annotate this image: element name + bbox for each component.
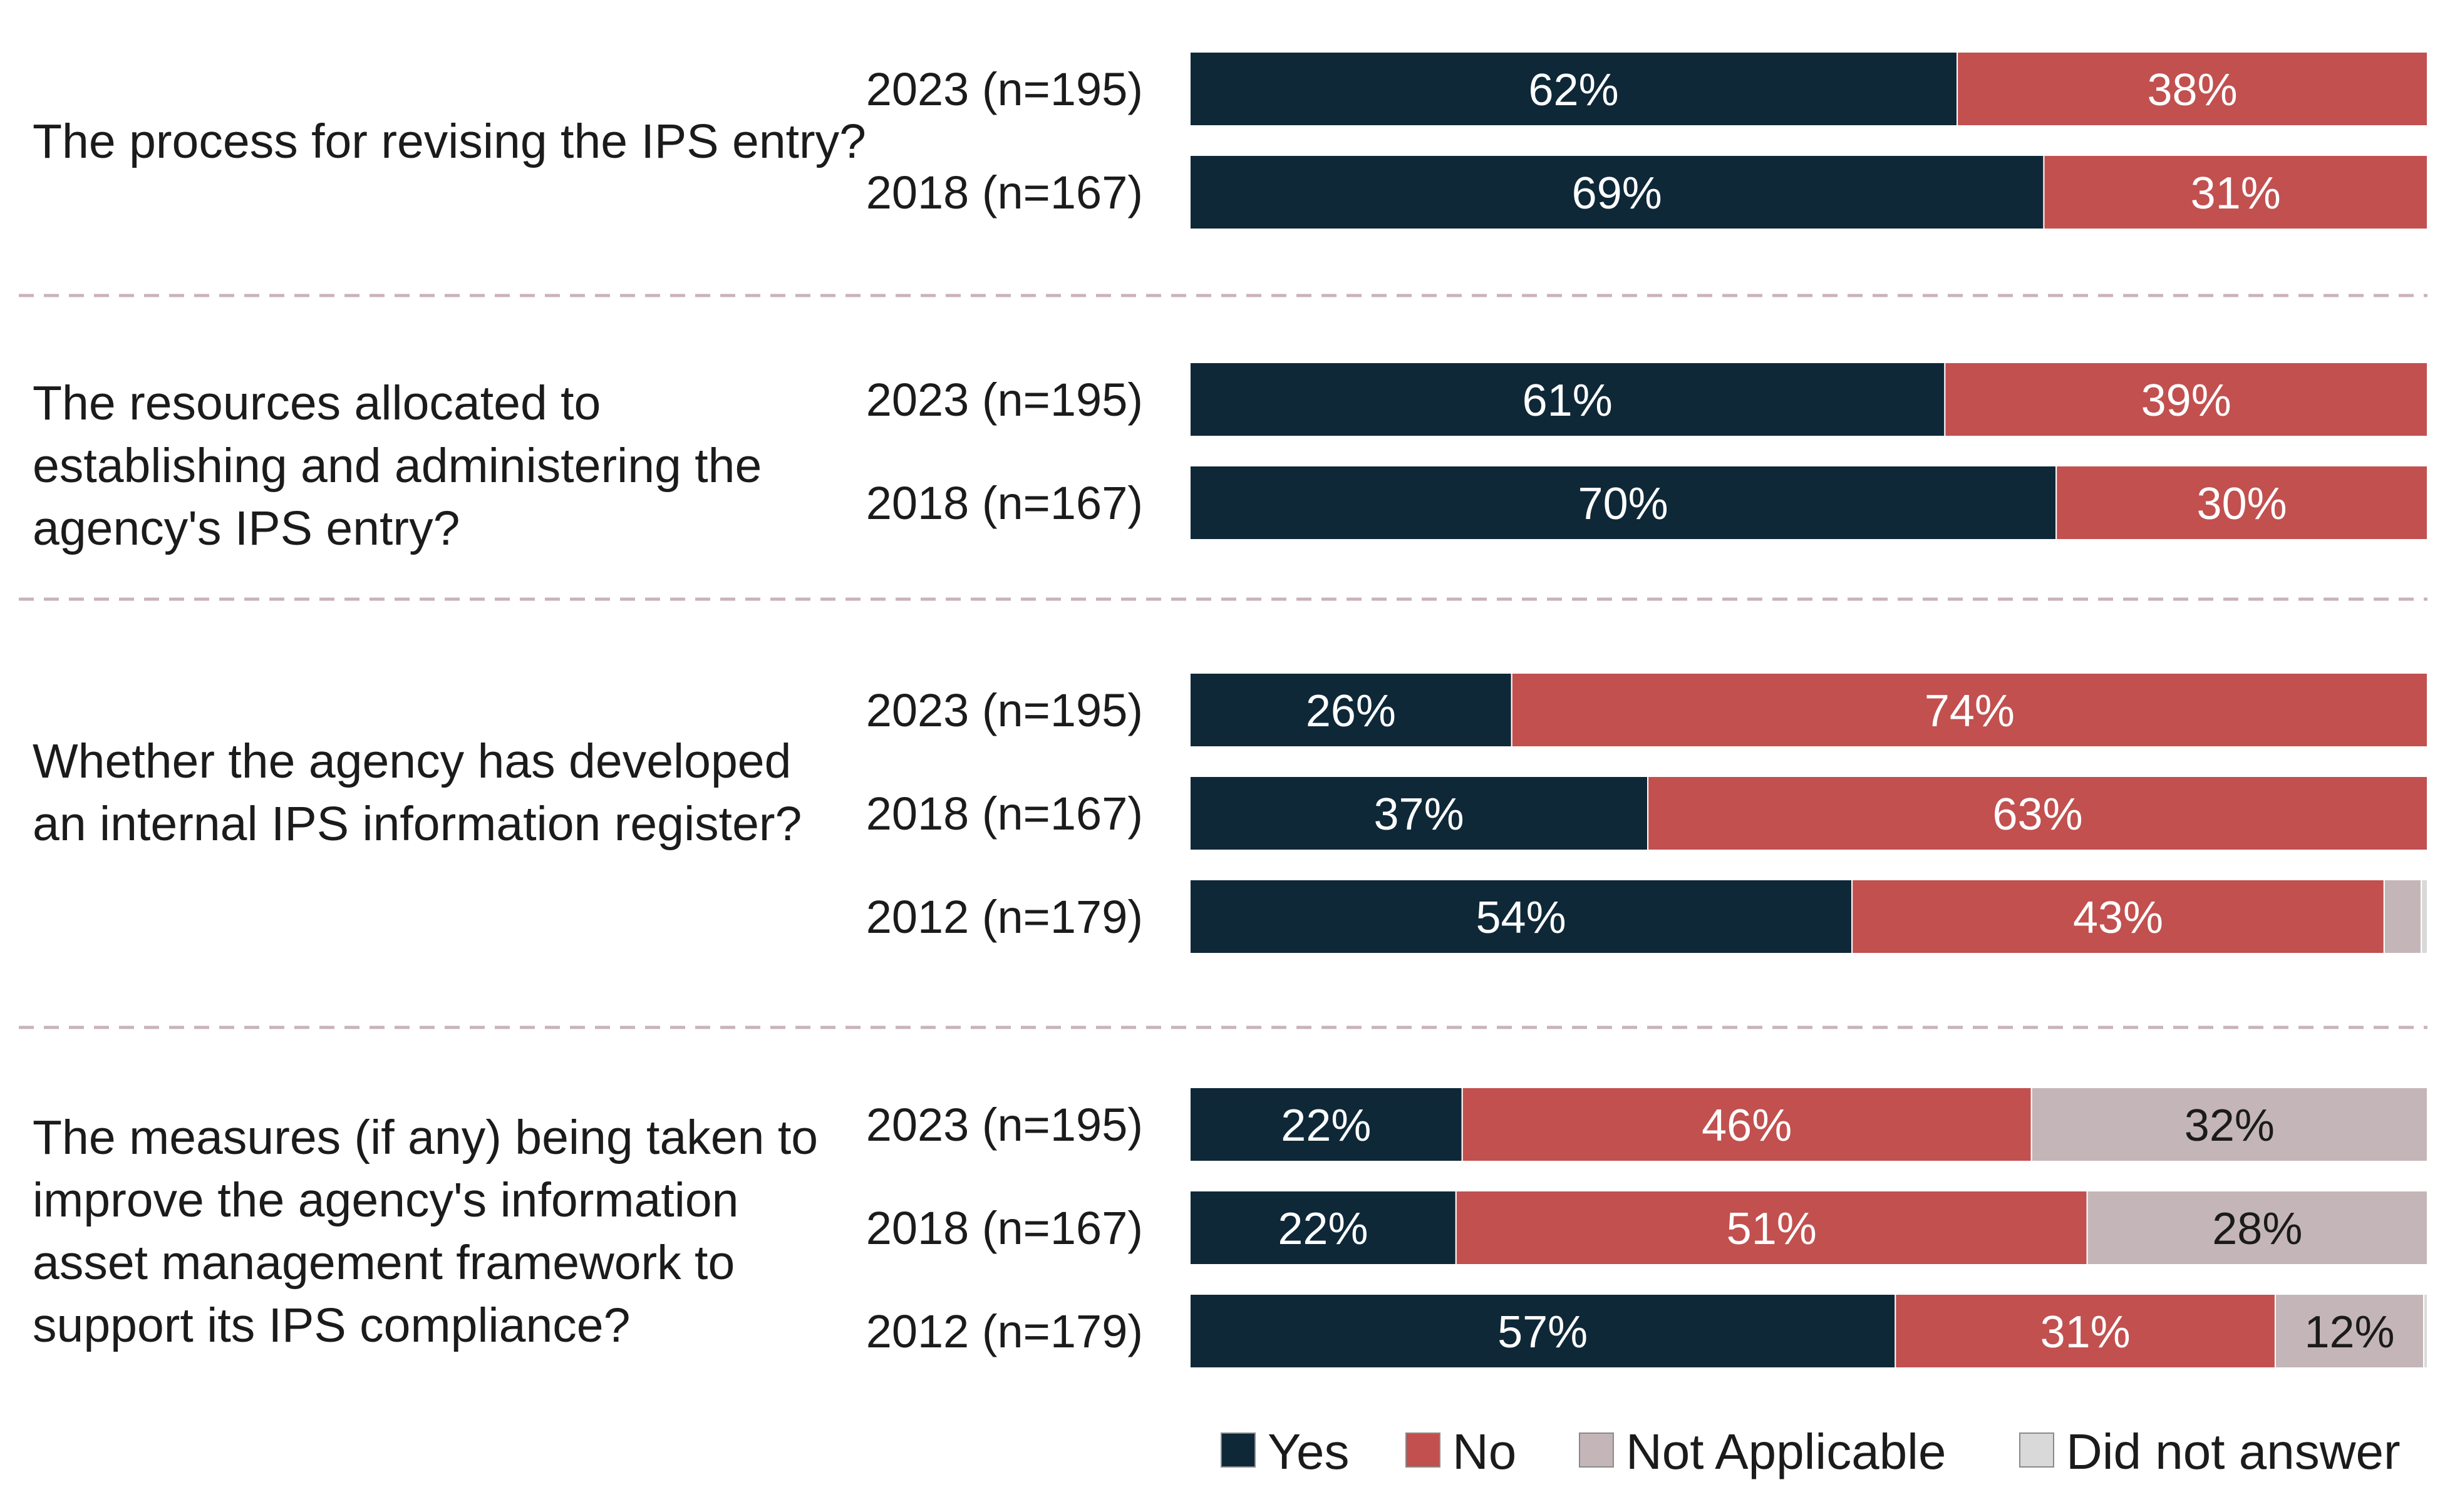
bar-segment-did-not-answer bbox=[2421, 879, 2429, 954]
bar-segment-yes bbox=[1189, 51, 1958, 126]
bar-segment-no bbox=[1957, 51, 2429, 126]
data-label: 26% bbox=[1306, 686, 1396, 736]
bar-segment-no bbox=[1455, 1190, 2088, 1265]
data-label: 62% bbox=[1529, 65, 1619, 115]
row-label: 2012 (n=179) bbox=[866, 1305, 1143, 1357]
question-label-line: Whether the agency has developed bbox=[33, 734, 791, 788]
question-label-line: The measures (if any) being taken to bbox=[33, 1111, 818, 1165]
question-label-line: agency's IPS entry? bbox=[33, 501, 460, 555]
data-label: 46% bbox=[1702, 1101, 1792, 1151]
bar-segment-yes bbox=[1189, 362, 1946, 437]
bar-segment-no bbox=[2055, 465, 2428, 540]
question-label-line: The resources allocated to bbox=[33, 376, 601, 430]
bar-segment-not-applicable bbox=[2030, 1087, 2428, 1162]
bar-segment-not-applicable bbox=[2274, 1293, 2425, 1369]
bar-segment-no bbox=[1461, 1087, 2032, 1162]
bar-segment-not-applicable bbox=[2086, 1190, 2429, 1265]
question-label-line: support its IPS compliance? bbox=[33, 1299, 630, 1352]
bar-segment-not-applicable bbox=[2383, 879, 2422, 954]
question-label-line: establishing and administering the bbox=[33, 439, 762, 493]
bar-segment-did-not-answer bbox=[2423, 1293, 2429, 1369]
data-label: 43% bbox=[2073, 893, 2163, 943]
legend-label: Did not answer bbox=[2066, 1424, 2401, 1479]
row-label: 2018 (n=167) bbox=[866, 788, 1143, 840]
legend-swatch bbox=[1221, 1432, 1256, 1468]
data-label: 31% bbox=[2191, 168, 2281, 219]
row-label: 2018 (n=167) bbox=[866, 1202, 1143, 1254]
question-label-line: improve the agency's information bbox=[33, 1173, 738, 1227]
data-label: 74% bbox=[1925, 686, 2015, 736]
data-label: 22% bbox=[1281, 1101, 1371, 1151]
data-label: 70% bbox=[1578, 479, 1668, 529]
legend-label: Yes bbox=[1268, 1424, 1350, 1479]
bar-segment-yes bbox=[1189, 465, 2057, 540]
data-label: 57% bbox=[1497, 1307, 1588, 1357]
data-label: 69% bbox=[1572, 168, 1662, 219]
bar-segment-yes bbox=[1189, 1190, 1457, 1265]
data-label: 37% bbox=[1374, 789, 1464, 840]
data-label: 32% bbox=[2184, 1101, 2275, 1151]
data-label: 28% bbox=[2212, 1204, 2302, 1254]
legend-label: No bbox=[1452, 1424, 1516, 1479]
data-label: 22% bbox=[1278, 1204, 1368, 1254]
data-label: 38% bbox=[2148, 65, 2238, 115]
row-label: 2023 (n=195) bbox=[866, 374, 1143, 426]
bar-segment-yes bbox=[1189, 155, 2045, 230]
bar-segment-yes bbox=[1189, 672, 1512, 748]
legend-swatch bbox=[2019, 1432, 2054, 1468]
data-label: 63% bbox=[1993, 789, 2083, 840]
data-label: 61% bbox=[1522, 376, 1613, 426]
row-label: 2023 (n=195) bbox=[866, 63, 1143, 115]
legend-label: Not Applicable bbox=[1626, 1424, 1946, 1479]
row-label: 2023 (n=195) bbox=[866, 684, 1143, 736]
legend-swatch bbox=[1405, 1432, 1440, 1468]
legend-swatch bbox=[1579, 1432, 1614, 1468]
data-label: 30% bbox=[2197, 479, 2287, 529]
data-label: 31% bbox=[2040, 1307, 2131, 1357]
data-label: 54% bbox=[1476, 893, 1566, 943]
row-label: 2023 (n=195) bbox=[866, 1099, 1143, 1151]
bar-segment-no bbox=[2043, 155, 2428, 230]
data-label: 39% bbox=[2141, 376, 2231, 426]
question-label-line: an internal IPS information register? bbox=[33, 797, 802, 851]
bar-segment-no bbox=[1851, 879, 2385, 954]
bar-segment-yes bbox=[1189, 1087, 1463, 1162]
bar-segment-no bbox=[1647, 776, 2429, 851]
row-label: 2018 (n=167) bbox=[866, 477, 1143, 529]
bar-segment-yes bbox=[1189, 1293, 1896, 1369]
bar-segment-yes bbox=[1189, 776, 1649, 851]
row-label: 2018 (n=167) bbox=[866, 167, 1143, 219]
data-label: 51% bbox=[1727, 1204, 1817, 1254]
bar-segment-no bbox=[1511, 672, 2428, 748]
data-label: 12% bbox=[2304, 1307, 2394, 1357]
bar-segment-no bbox=[1895, 1293, 2276, 1369]
question-label-line: asset management framework to bbox=[33, 1236, 735, 1290]
question-label-line: The process for revising the IPS entry? bbox=[33, 115, 866, 168]
bar-segment-no bbox=[1944, 362, 2429, 437]
row-label: 2012 (n=179) bbox=[866, 891, 1143, 943]
bar-segment-yes bbox=[1189, 879, 1853, 954]
